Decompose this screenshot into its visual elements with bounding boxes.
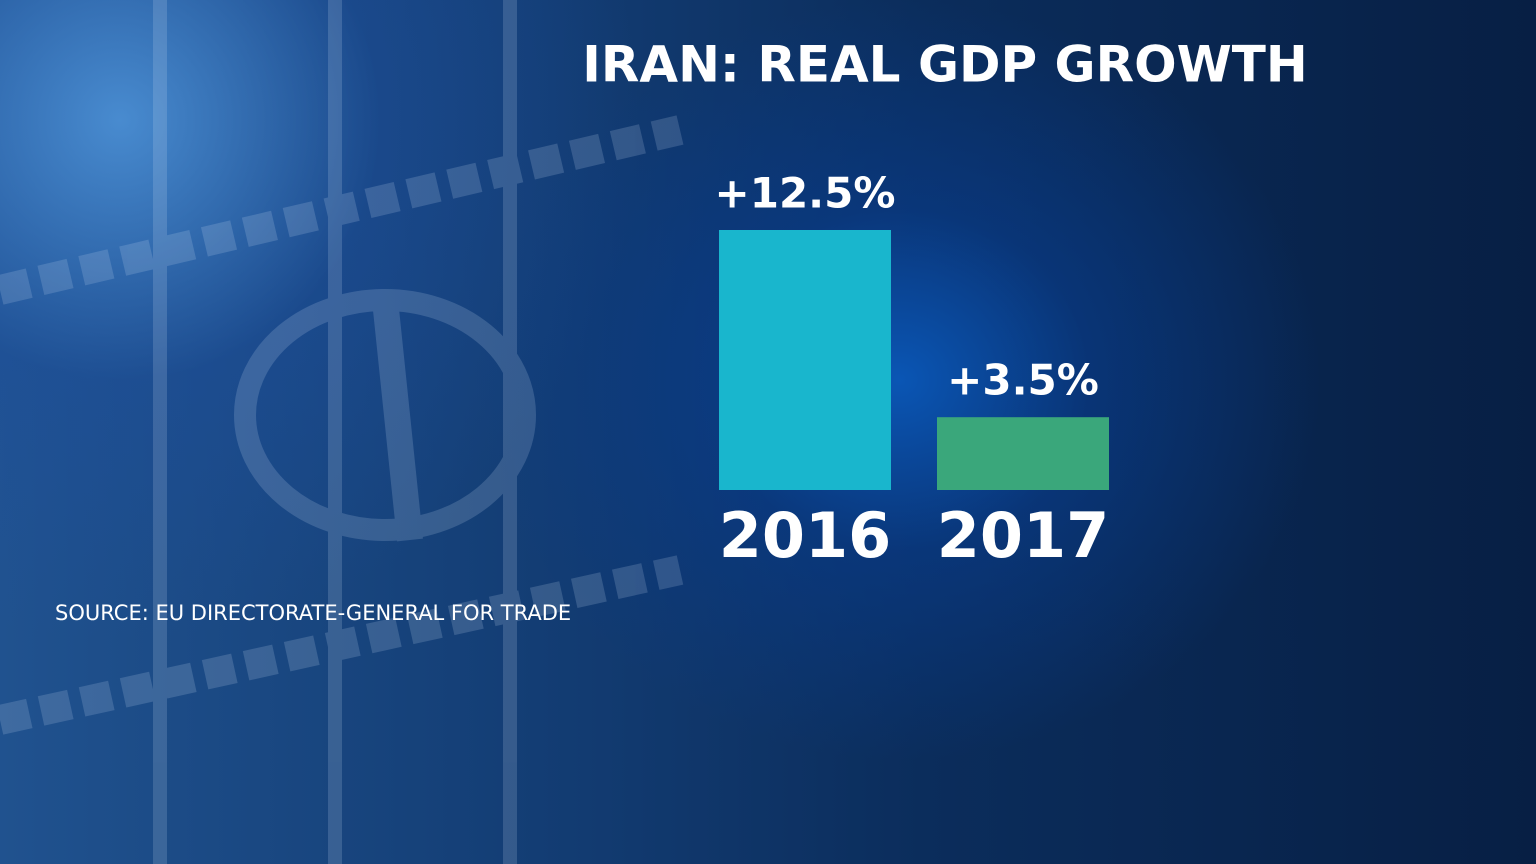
- x-tick-label: 2016: [719, 499, 892, 572]
- bar: [719, 230, 891, 490]
- source-note: SOURCE: EU DIRECTORATE-GENERAL FOR TRADE: [55, 601, 571, 625]
- value-label: +3.5%: [947, 356, 1099, 405]
- decoration: [0, 0, 684, 864]
- x-tick-label: 2017: [937, 499, 1110, 572]
- chart-title: IRAN: REAL GDP GROWTH: [582, 36, 1307, 94]
- bar: [937, 417, 1109, 490]
- value-label: +12.5%: [715, 169, 896, 218]
